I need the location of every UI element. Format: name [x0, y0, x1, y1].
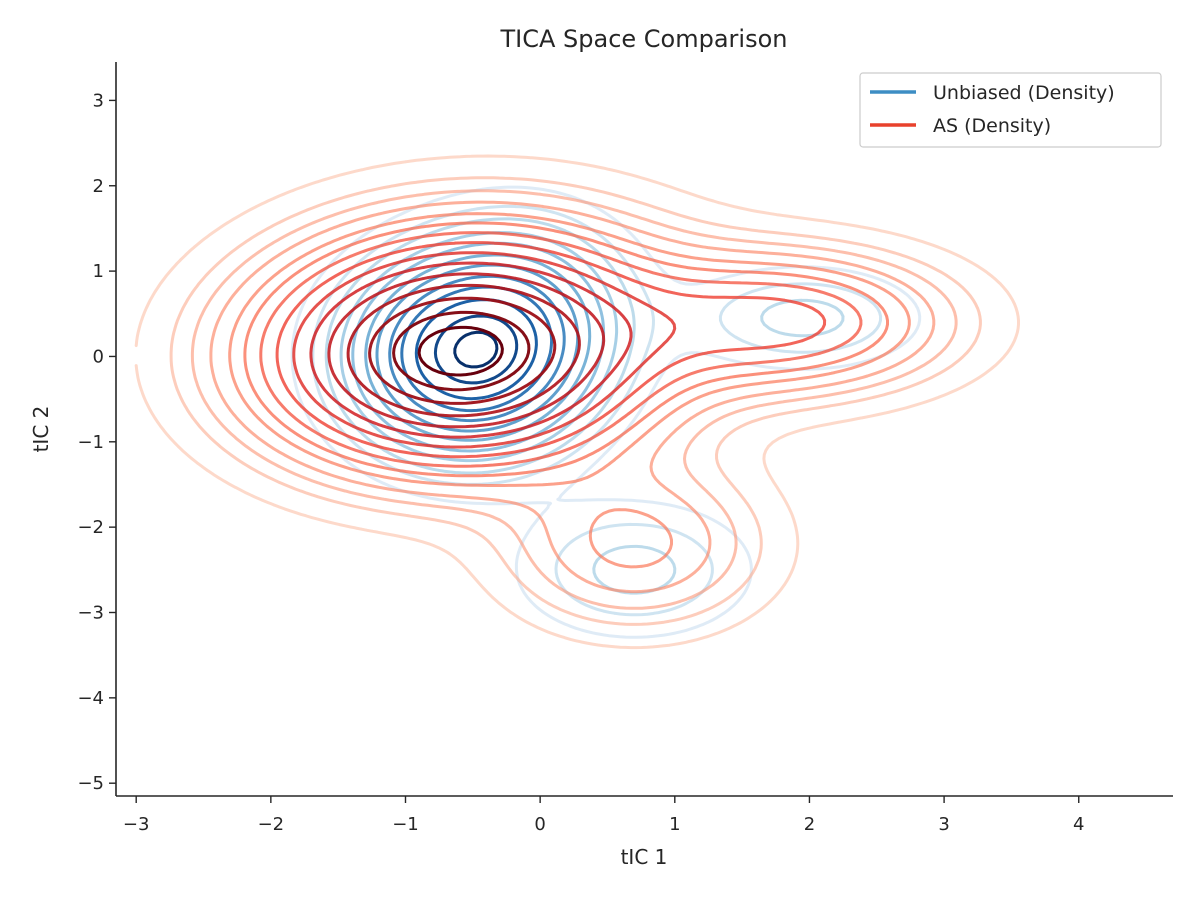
- y-tick-label: −4: [77, 688, 104, 709]
- y-tick-label: 3: [93, 90, 104, 111]
- x-tick-label: 1: [669, 814, 680, 835]
- y-ticks: −5 −4 −3 −2 −1 0 1 2 3: [77, 90, 116, 794]
- contour-line: [290, 185, 922, 639]
- x-tick-label: −3: [123, 814, 150, 835]
- y-axis-label: tIC 2: [29, 406, 53, 453]
- legend-label-as: AS (Density): [933, 115, 1051, 137]
- contour-line: [309, 261, 633, 439]
- contour-line: [134, 154, 1020, 650]
- legend-frame: [859, 72, 1162, 148]
- x-tick-label: −2: [258, 814, 285, 835]
- x-axis-label: tIC 1: [621, 845, 668, 869]
- chart-title: TICA Space Comparison: [499, 25, 787, 53]
- y-tick-label: −3: [77, 603, 104, 624]
- contour-layer: [134, 154, 1020, 650]
- contour-line: [417, 325, 504, 377]
- y-tick-label: −5: [77, 773, 104, 794]
- legend: Unbiased (Density) AS (Density): [859, 72, 1162, 148]
- y-tick-label: 1: [93, 261, 104, 282]
- contour-line: [228, 212, 911, 569]
- contour-line: [327, 272, 606, 429]
- contour-line: [209, 200, 936, 594]
- y-tick-label: −2: [77, 517, 104, 538]
- contour-line: [400, 285, 554, 413]
- x-tick-label: 4: [1073, 814, 1084, 835]
- contour-line: [275, 241, 827, 459]
- contour-series-as: [134, 154, 1020, 650]
- contour-line: [453, 330, 499, 369]
- contour-line: [368, 296, 557, 405]
- x-tick-label: −1: [392, 814, 419, 835]
- x-tick-label: 2: [804, 814, 815, 835]
- contour-line: [433, 314, 519, 385]
- x-ticks: −3 −2 −1 0 1 2 3 4: [123, 796, 1084, 835]
- contour-line: [346, 283, 581, 418]
- contour-line: [169, 176, 982, 626]
- contour-line: [190, 189, 958, 610]
- contour-line: [364, 253, 592, 442]
- x-tick-label: 0: [534, 814, 545, 835]
- contour-line: [259, 231, 863, 468]
- contour-line: [414, 298, 538, 401]
- y-tick-label: −1: [77, 432, 104, 453]
- contour-line: [392, 310, 531, 392]
- y-tick-label: 0: [93, 346, 104, 367]
- contour-line: [243, 221, 889, 478]
- legend-label-unbiased: Unbiased (Density): [933, 82, 1115, 104]
- x-tick-label: 3: [938, 814, 949, 835]
- contour-line: [292, 251, 677, 449]
- y-tick-label: 2: [93, 176, 104, 197]
- axes: [115, 62, 1173, 797]
